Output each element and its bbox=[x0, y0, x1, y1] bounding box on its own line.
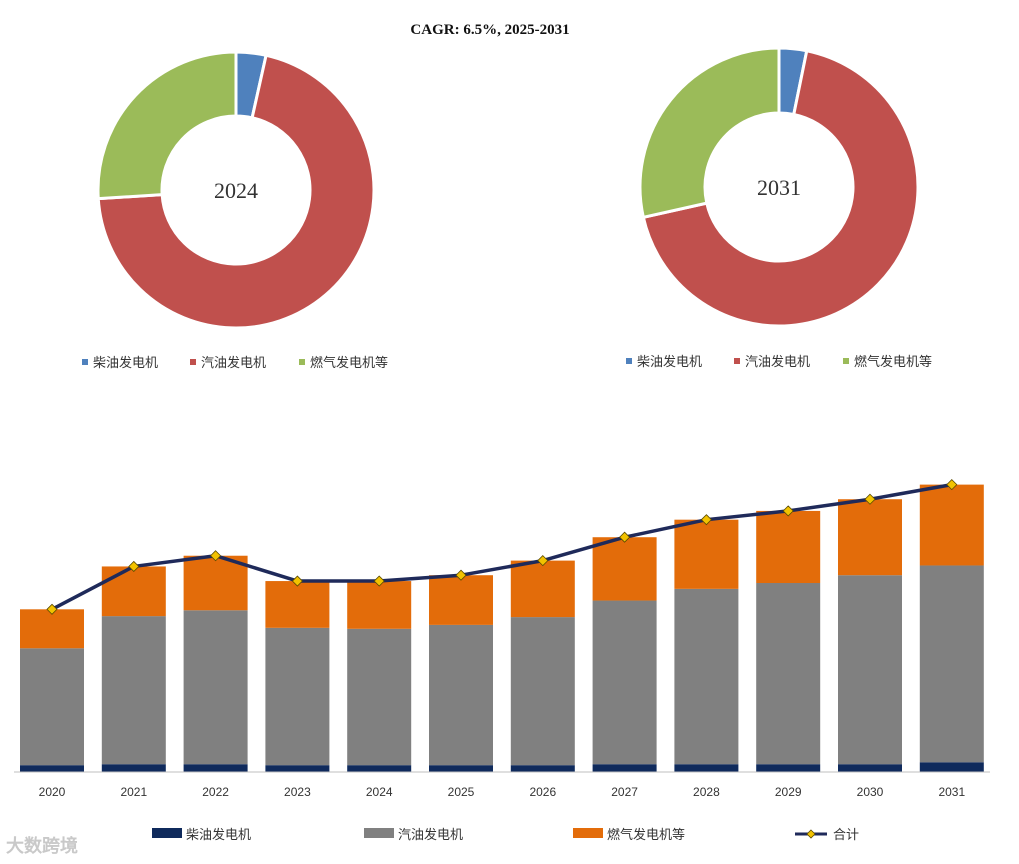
total-marker-2025 bbox=[455, 569, 467, 581]
x-tick-2031: 2031 bbox=[938, 785, 965, 799]
total-marker-2024 bbox=[373, 575, 385, 587]
bar-2030-series-2 bbox=[838, 499, 902, 576]
bar-2031-series-1 bbox=[919, 565, 984, 763]
donut-2031-legend-swatch-0 bbox=[626, 358, 632, 364]
donut-chart-2024: 2024 bbox=[96, 50, 376, 330]
bar-2028-series-2 bbox=[674, 519, 739, 589]
bar-2031-series-0 bbox=[919, 762, 984, 772]
donut-2024-center-label: 2024 bbox=[214, 178, 258, 203]
bar-2020-series-2 bbox=[20, 609, 84, 649]
bar-2020-series-0 bbox=[20, 765, 84, 772]
bar-legend-label-0: 柴油发电机 bbox=[186, 827, 251, 843]
watermark-logo: 大数跨境 bbox=[6, 836, 78, 857]
bar-2021-series-2 bbox=[101, 566, 166, 617]
donut-chart-2031: 2031 bbox=[638, 46, 920, 328]
bar-legend-swatch-2 bbox=[573, 828, 603, 838]
donut-2024-legend-label-2: 燃气发电机等 bbox=[310, 355, 388, 371]
bar-2026-series-2 bbox=[510, 560, 575, 618]
donut-2024-legend: 柴油发电机 汽油发电机 燃气发电机等 bbox=[82, 355, 388, 371]
bar-2029-series-2 bbox=[756, 510, 821, 584]
total-marker-2022 bbox=[210, 550, 222, 562]
total-marker-2029 bbox=[782, 505, 794, 517]
total-marker-2023 bbox=[291, 575, 303, 587]
donut-2031-legend-label-2: 燃气发电机等 bbox=[854, 354, 932, 370]
bar-2023-series-1 bbox=[265, 627, 330, 766]
bar-legend-marker-swatch bbox=[806, 829, 816, 839]
bar-2027-series-0 bbox=[592, 764, 657, 772]
stacked-bar-chart: 2020 2021 2022 2023 2024 2025 2026 2027 2028 2029… bbox=[14, 479, 990, 799]
bar-2023-series-0 bbox=[265, 765, 330, 772]
bar-2029-series-0 bbox=[756, 764, 821, 772]
bar-legend-label-1: 汽油发电机 bbox=[398, 827, 463, 843]
donut-2031-legend-label-1: 汽油发电机 bbox=[745, 354, 810, 370]
total-marker-2031 bbox=[946, 479, 958, 491]
bar-2020-series-1 bbox=[20, 648, 84, 766]
x-tick-2028: 2028 bbox=[693, 785, 720, 799]
x-tick-2029: 2029 bbox=[775, 785, 802, 799]
donut-2024-legend-label-0: 柴油发电机 bbox=[93, 355, 158, 371]
x-tick-2022: 2022 bbox=[202, 785, 229, 799]
x-tick-2025: 2025 bbox=[448, 785, 475, 799]
donut-2024-legend-swatch-1 bbox=[190, 359, 196, 365]
donut-2031-legend-label-0: 柴油发电机 bbox=[637, 354, 702, 370]
total-marker-2020 bbox=[46, 603, 58, 615]
bar-2030-series-1 bbox=[838, 575, 902, 765]
x-tick-2021: 2021 bbox=[120, 785, 147, 799]
total-marker-2030 bbox=[864, 493, 876, 505]
bar-2024-series-2 bbox=[347, 581, 412, 629]
bar-2024-series-0 bbox=[347, 765, 412, 772]
donut-2024-legend-swatch-0 bbox=[82, 359, 88, 365]
bar-legend-label-3: 合计 bbox=[833, 828, 859, 843]
x-tick-2024: 2024 bbox=[366, 785, 393, 799]
x-tick-2027: 2027 bbox=[611, 785, 638, 799]
x-tick-2023: 2023 bbox=[284, 785, 311, 799]
donut-2031-legend-swatch-1 bbox=[734, 358, 740, 364]
donut-2031-legend-swatch-2 bbox=[843, 358, 849, 364]
donut-2024-legend-label-1: 汽油发电机 bbox=[201, 355, 266, 371]
donut-2031-center-label: 2031 bbox=[757, 175, 801, 200]
donut-2031-slice-1 bbox=[641, 49, 920, 328]
bar-2026-series-1 bbox=[510, 617, 575, 766]
bar-2022-series-2 bbox=[183, 555, 248, 611]
bar-legend-swatch-1 bbox=[364, 828, 394, 838]
donut-2024-slice-2 bbox=[96, 50, 238, 201]
x-tick-2026: 2026 bbox=[529, 785, 556, 799]
total-marker-2021 bbox=[128, 560, 140, 573]
bar-chart-legend: 柴油发电机 汽油发电机 燃气发电机等 合计 bbox=[152, 827, 859, 843]
bar-legend-swatch-0 bbox=[152, 828, 182, 838]
bar-2025-series-1 bbox=[429, 624, 493, 766]
bar-2024-series-1 bbox=[347, 628, 412, 766]
bar-legend-label-2: 燃气发电机等 bbox=[607, 827, 685, 843]
total-marker-2027 bbox=[619, 531, 631, 543]
bar-2028-series-0 bbox=[674, 764, 739, 772]
total-marker-2026 bbox=[537, 555, 549, 567]
bar-2027-series-1 bbox=[592, 600, 657, 765]
donut-2024-legend-swatch-2 bbox=[299, 359, 305, 365]
bar-2025-series-0 bbox=[429, 765, 493, 772]
chart-title: CAGR: 6.5%, 2025-2031 bbox=[410, 22, 570, 38]
bar-2025-series-2 bbox=[429, 575, 493, 625]
bar-2022-series-1 bbox=[183, 610, 248, 765]
bar-2030-series-0 bbox=[838, 764, 902, 772]
bar-2026-series-0 bbox=[510, 765, 575, 772]
total-marker-2028 bbox=[700, 514, 712, 526]
bar-2022-series-0 bbox=[183, 764, 248, 772]
total-line bbox=[51, 482, 953, 611]
donut-2031-slice-2 bbox=[638, 46, 781, 220]
donut-2031-legend: 柴油发电机 汽油发电机 燃气发电机等 bbox=[626, 354, 932, 370]
bar-2029-series-1 bbox=[756, 583, 821, 765]
bar-2027-series-2 bbox=[592, 537, 657, 601]
bar-2031-series-2 bbox=[919, 484, 984, 566]
bar-2021-series-1 bbox=[101, 616, 166, 765]
bar-2023-series-2 bbox=[265, 581, 330, 628]
bar-2021-series-0 bbox=[101, 764, 166, 772]
donut-2024-slice-1 bbox=[96, 53, 376, 330]
bar-2028-series-1 bbox=[674, 588, 739, 765]
x-tick-2020: 2020 bbox=[39, 785, 66, 799]
x-tick-2030: 2030 bbox=[857, 785, 884, 799]
